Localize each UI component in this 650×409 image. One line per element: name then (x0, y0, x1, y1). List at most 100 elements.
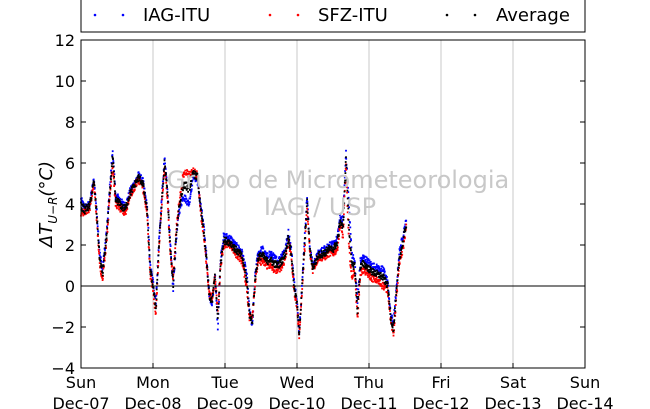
data-point (347, 224, 350, 226)
data-point (270, 257, 273, 259)
data-point (191, 179, 194, 182)
data-point (145, 205, 148, 208)
data-point (266, 267, 269, 270)
data-point (206, 263, 208, 266)
legend-box (80, 0, 586, 33)
data-point (275, 261, 278, 264)
data-point (188, 201, 191, 203)
data-point (89, 209, 91, 211)
data-point (353, 269, 355, 272)
data-point (344, 179, 346, 182)
data-point (295, 305, 298, 307)
data-point (397, 266, 400, 269)
data-point (250, 318, 253, 320)
data-point (383, 286, 386, 288)
data-point (164, 165, 166, 168)
data-point (351, 251, 353, 254)
data-point (402, 234, 405, 237)
data-point (96, 227, 99, 230)
data-point (230, 245, 232, 248)
data-point (376, 276, 378, 279)
data-point (366, 261, 368, 263)
data-point (391, 314, 393, 317)
data-point (110, 171, 113, 174)
data-point (220, 259, 223, 262)
data-point (393, 321, 395, 323)
data-point (270, 259, 273, 262)
data-point (118, 196, 121, 199)
data-point (308, 238, 310, 240)
data-point (307, 230, 310, 233)
data-point (259, 258, 262, 261)
data-point (171, 264, 173, 267)
data-point (253, 288, 256, 290)
data-point (347, 207, 350, 210)
legend-label-sfz-itu: SFZ-ITU (318, 5, 388, 26)
data-point (197, 179, 200, 182)
data-point (264, 264, 266, 267)
data-point (311, 260, 313, 262)
data-point (348, 235, 351, 237)
data-point (96, 220, 99, 223)
data-point (254, 279, 256, 282)
data-point (205, 262, 208, 264)
data-point (343, 190, 346, 193)
data-point (244, 269, 246, 271)
data-point (87, 209, 89, 212)
data-point (153, 293, 156, 295)
data-point (326, 251, 329, 254)
data-point (146, 208, 149, 211)
data-point (256, 266, 258, 269)
data-point (327, 248, 329, 251)
data-point (343, 181, 346, 184)
data-point (95, 210, 97, 213)
data-point (245, 284, 248, 287)
data-point (104, 251, 106, 254)
data-point (248, 319, 251, 322)
data-point (347, 196, 350, 199)
data-point (372, 277, 375, 280)
data-point (113, 173, 116, 176)
data-point (91, 190, 94, 192)
data-point (317, 259, 320, 262)
data-point (111, 167, 114, 170)
data-point (288, 242, 290, 245)
data-point (380, 270, 383, 272)
data-point (310, 258, 312, 261)
data-point (212, 292, 214, 295)
data-point (396, 283, 398, 285)
data-point (400, 253, 402, 255)
data-point (354, 274, 357, 277)
data-point (281, 252, 284, 255)
data-point (122, 201, 124, 203)
data-point (241, 265, 244, 268)
data-point (315, 255, 318, 258)
data-point (159, 224, 162, 227)
data-point (339, 214, 341, 217)
data-point (88, 205, 90, 208)
data-point (175, 231, 178, 234)
data-point (143, 191, 146, 194)
data-point (396, 282, 399, 284)
data-point (347, 226, 350, 229)
y-tick-label: 6 (65, 154, 75, 173)
data-point (354, 277, 357, 280)
data-point (241, 248, 243, 251)
data-point (334, 251, 337, 253)
data-point (390, 316, 393, 319)
data-point (214, 278, 217, 281)
data-point (254, 285, 256, 288)
data-point (168, 234, 171, 237)
data-point (347, 203, 350, 206)
data-point (197, 185, 200, 188)
data-point (136, 180, 138, 183)
data-point (270, 263, 273, 266)
data-point (275, 265, 277, 268)
data-point (381, 274, 384, 277)
data-point (233, 244, 235, 246)
data-point (310, 262, 313, 265)
data-point (206, 268, 209, 271)
data-point (128, 198, 130, 201)
data-point (299, 316, 301, 318)
data-point (112, 160, 115, 162)
